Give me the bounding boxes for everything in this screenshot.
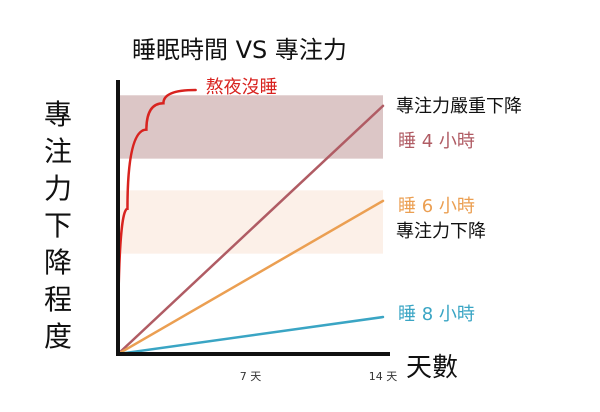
y-axis-label-char: 下 (44, 209, 72, 242)
series-layer (116, 88, 385, 356)
bands-layer (118, 95, 383, 254)
series-line (116, 88, 197, 356)
y-axis-label-char: 專 (44, 98, 72, 131)
series-line (116, 315, 385, 356)
y-axis-label-char: 程 (44, 283, 72, 316)
y-axis-label-char: 力 (44, 172, 72, 205)
band-label-decline: 專注力下降 (396, 221, 486, 242)
x-tick-label: 14 天 (369, 370, 398, 383)
y-axis-label-char: 降 (44, 246, 72, 279)
x-tick-label: 7 天 (240, 370, 262, 383)
series-line (116, 199, 385, 356)
series-label-all-nighter: 熬夜沒睡 (206, 77, 278, 98)
y-axis-label-char: 度 (44, 320, 72, 353)
band-label-severe: 專注力嚴重下降 (396, 96, 522, 117)
decline-band (118, 190, 383, 254)
x-ticks: 7 天 14 天 (240, 370, 398, 383)
x-axis-label: 天數 (406, 353, 458, 383)
y-axis-label-char: 注 (44, 135, 72, 168)
series-label-8h: 睡 8 小時 (398, 304, 475, 325)
series-line (116, 104, 385, 356)
series-label-4h: 睡 4 小時 (398, 131, 475, 152)
chart-title: 睡眠時間 VS 專注力 (132, 36, 347, 64)
series-label-6h: 睡 6 小時 (398, 196, 475, 217)
